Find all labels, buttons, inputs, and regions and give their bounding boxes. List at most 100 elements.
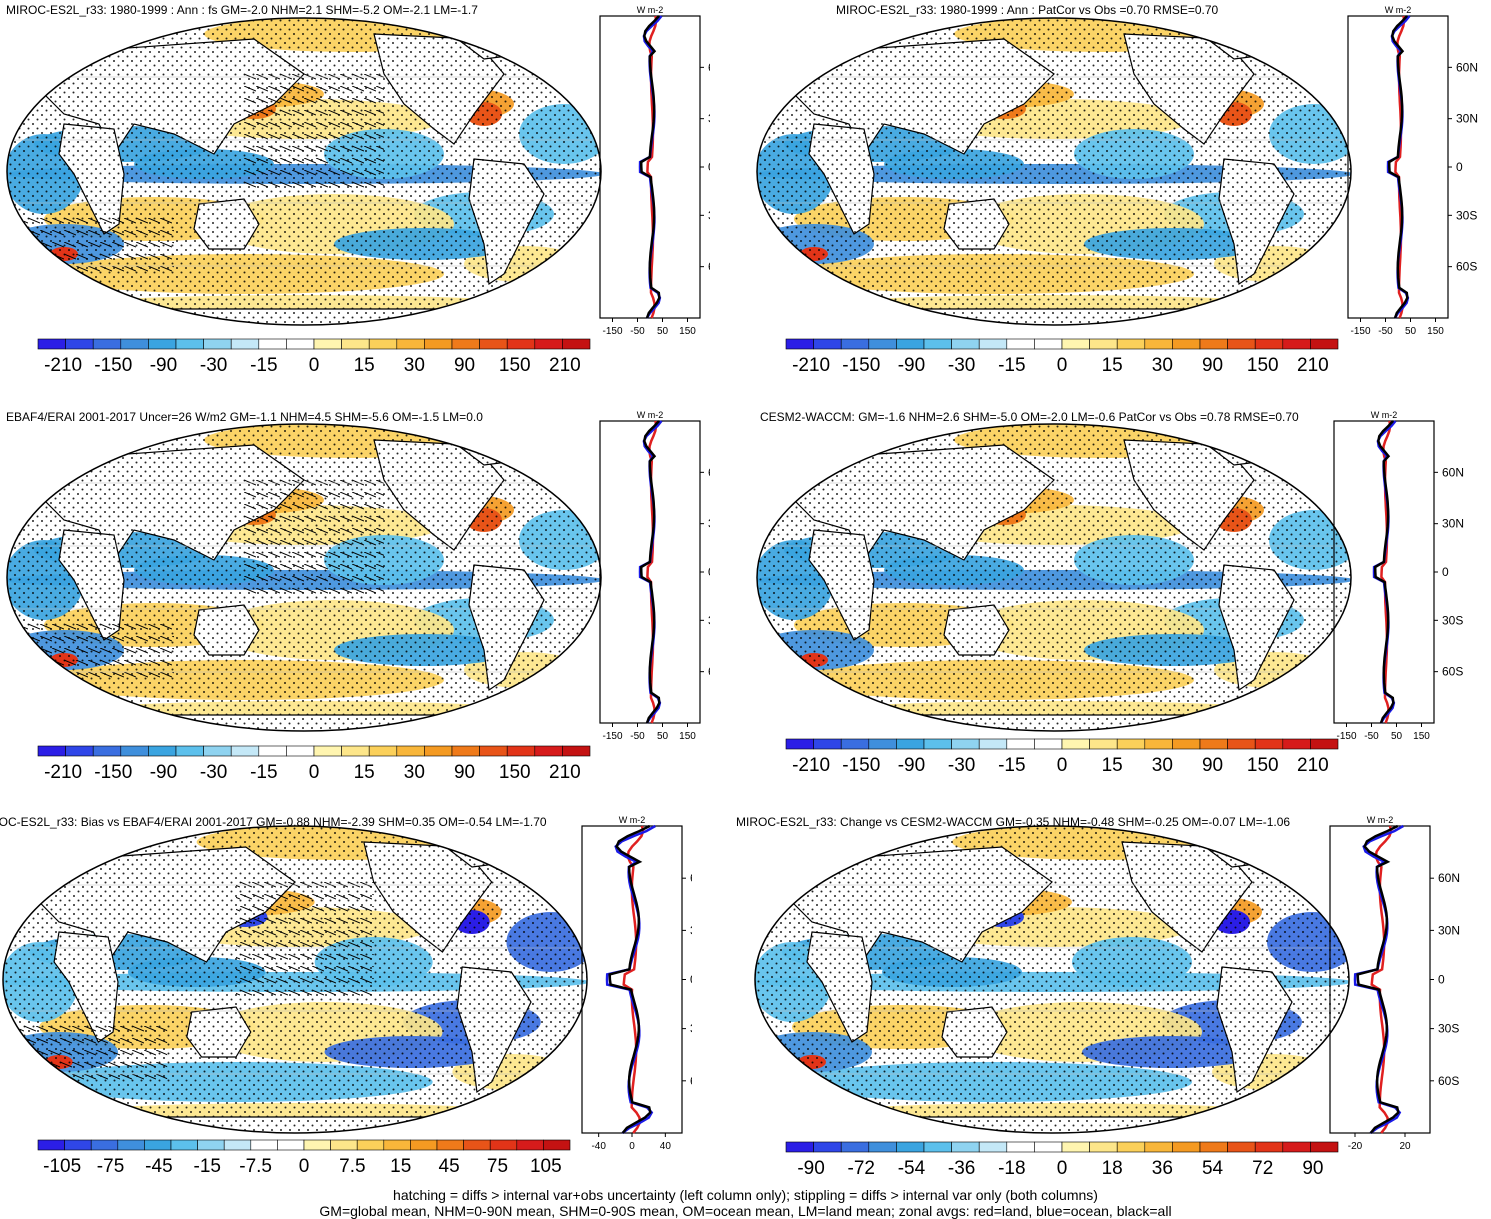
colorbar-label: -45 (145, 1156, 172, 1177)
lat-label: 30N (1442, 517, 1464, 531)
colorbar-swatch (303, 1139, 331, 1151)
colorbar-swatch (506, 338, 536, 350)
colorbar-swatch (1144, 738, 1173, 750)
colorbar-swatch (1199, 1141, 1228, 1153)
colorbar-swatch (92, 745, 122, 757)
lat-label: 60S (1438, 1074, 1459, 1088)
colorbar-label: -75 (97, 1156, 124, 1177)
colorbar-swatch (896, 738, 925, 750)
lat-label: 60S (1456, 260, 1477, 274)
zonal-line-ocean (605, 824, 656, 1135)
colorbar-swatch (1006, 1141, 1035, 1153)
colorbar-swatch (785, 738, 814, 750)
colorbar-swatch (203, 338, 232, 350)
colorbar-swatch (1310, 338, 1339, 350)
colorbar-swatch (223, 1139, 252, 1151)
map-panel-3 (6, 423, 602, 732)
colorbar-label: -90 (898, 355, 925, 376)
colorbar-swatch (197, 1139, 225, 1151)
zonal-tick-label: 150 (1427, 326, 1444, 337)
colorbar-label: -90 (898, 755, 925, 776)
colorbar-swatch (1089, 1141, 1118, 1153)
lat-label: 0 (1456, 160, 1463, 174)
colorbar-swatch (534, 745, 563, 757)
zonal-line-land (622, 825, 645, 1134)
stippling (757, 424, 1351, 731)
colorbar-swatch (840, 338, 870, 350)
colorbar-swatch (37, 1139, 65, 1151)
colorbar-swatch (813, 738, 842, 750)
lat-label: 0 (708, 160, 710, 174)
hatching (244, 74, 384, 194)
colorbar-3: -210 -150 -90 -30 -15 0 15 30 90 150 210 (37, 745, 591, 783)
hatching (19, 1022, 168, 1082)
colorbar-label: -150 (842, 755, 880, 776)
colorbar-swatch (923, 738, 952, 750)
zonal-tick-label: -50 (630, 326, 645, 337)
colorbar-swatch (410, 1139, 438, 1151)
zonal-tick-label: -150 (602, 326, 622, 337)
colorbar-swatch (368, 338, 398, 350)
lat-label: 60N (708, 465, 710, 479)
colorbar-label: 7.5 (339, 1156, 365, 1177)
map-field (7, 424, 601, 731)
colorbar-5: -105 -75 -45 -15 -7.5 0 7.5 15 45 75 105 (37, 1139, 571, 1177)
colorbar-swatch (1144, 1141, 1173, 1153)
lat-label: 30S (1442, 613, 1463, 627)
colorbar-swatch (120, 338, 149, 350)
zonal-line-all (1373, 420, 1395, 724)
zonal-line-all (1356, 824, 1400, 1134)
colorbar-swatch (1061, 738, 1090, 750)
colorbar-swatch (65, 745, 94, 757)
map-border (754, 825, 1350, 1134)
lat-label: 0 (708, 565, 710, 579)
colorbar-swatch (368, 745, 398, 757)
colorbar-label: -7.5 (239, 1156, 272, 1177)
zonal-mean-panel-4: W m-2 60N 30N 0 30S 60S -150 -50 50 150 (1333, 410, 1464, 742)
colorbar-label: 90 (454, 762, 475, 783)
lat-label: 0 (1442, 565, 1449, 579)
stippling (757, 18, 1351, 325)
colorbar-swatch (506, 745, 536, 757)
colorbar-swatch (1254, 738, 1284, 750)
colorbar-label: 210 (1297, 355, 1329, 376)
colorbar-swatch (785, 1141, 814, 1153)
lat-label: 30N (1438, 923, 1460, 937)
zonal-tick-label: -50 (1364, 731, 1379, 742)
colorbar-swatch (37, 745, 66, 757)
colorbar-label: -18 (998, 1158, 1025, 1179)
map-border (2, 825, 588, 1134)
zonal-unit-label: W m-2 (1385, 5, 1412, 15)
colorbar-swatch (1254, 338, 1284, 350)
colorbar-swatch (951, 1141, 980, 1153)
colorbar-2: -210 -150 -90 -30 -15 0 15 30 90 150 210 (785, 338, 1339, 376)
panel-5-title: ROC-ES2L_r33: Bias vs EBAF4/ERAI 2001-20… (0, 815, 547, 829)
zonal-tick-label: -50 (1378, 326, 1393, 337)
colorbar-label: -150 (94, 355, 132, 376)
map-panel-1 (6, 17, 602, 326)
colorbar-swatch (230, 338, 260, 350)
zonal-mean-panel-1: W m-2 60N 30N 0 30S 60S -150 -50 50 150 (599, 5, 710, 337)
colorbar-swatch (1034, 738, 1063, 750)
zonal-line-all (1387, 15, 1409, 319)
lat-label: 60S (708, 260, 710, 274)
colorbar-label: -210 (44, 762, 82, 783)
panel-6-title: MIROC-ES2L_r33: Change vs CESM2-WACCM GM… (736, 815, 1291, 829)
colorbar-label: 18 (1102, 1158, 1123, 1179)
colorbar-label: 75 (487, 1156, 508, 1177)
colorbar-swatch (1227, 1141, 1256, 1153)
colorbar-label: 30 (404, 355, 425, 376)
colorbar-swatch (277, 1139, 305, 1151)
lat-label: 30S (690, 1022, 692, 1036)
colorbar-label: -30 (948, 355, 975, 376)
lat-label: 30N (690, 923, 692, 937)
colorbar-label: 0 (309, 355, 320, 376)
zonal-tick-label: -20 (1348, 1141, 1363, 1152)
lat-label: 60N (1442, 465, 1464, 479)
colorbar-swatch (868, 738, 897, 750)
lat-label: 30S (708, 613, 710, 627)
colorbar-swatch (65, 338, 94, 350)
colorbar-swatch (250, 1139, 278, 1151)
colorbar-label: 0 (309, 762, 320, 783)
colorbar-swatch (396, 338, 425, 350)
